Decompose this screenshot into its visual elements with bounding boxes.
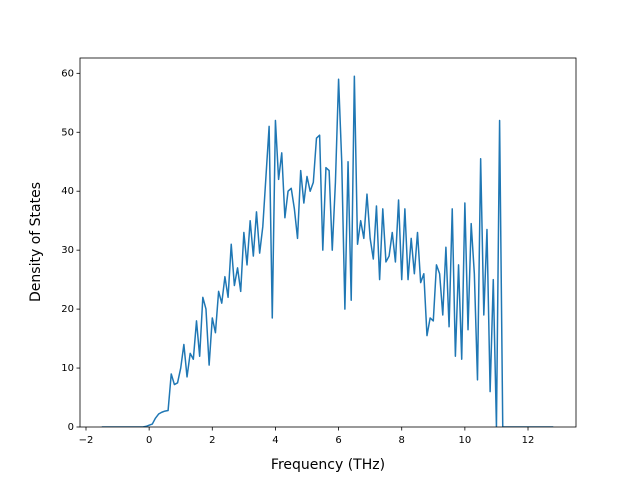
y-tick-label: 10 — [61, 363, 74, 374]
y-tick-label: 60 — [61, 68, 74, 79]
y-tick-label: 50 — [61, 127, 74, 138]
x-axis-label: Frequency (THz) — [271, 457, 385, 473]
y-tick-label: 40 — [61, 186, 74, 197]
x-tick-label: 8 — [399, 435, 405, 446]
x-tick-label: 10 — [458, 435, 471, 446]
y-tick-label: 0 — [68, 422, 74, 433]
x-tick-label: 0 — [146, 435, 152, 446]
y-axis-label: Density of States — [28, 182, 44, 302]
y-tick-label: 30 — [61, 245, 74, 256]
plot-frame — [79, 57, 577, 428]
x-tick-label: 12 — [522, 435, 535, 446]
x-tick-label: 6 — [335, 435, 341, 446]
y-tick-label: 20 — [61, 304, 74, 315]
line — [101, 75, 554, 427]
x-tick-label: 4 — [272, 435, 278, 446]
x-tick-label: 2 — [209, 435, 215, 446]
x-tick-label: −2 — [79, 435, 94, 446]
